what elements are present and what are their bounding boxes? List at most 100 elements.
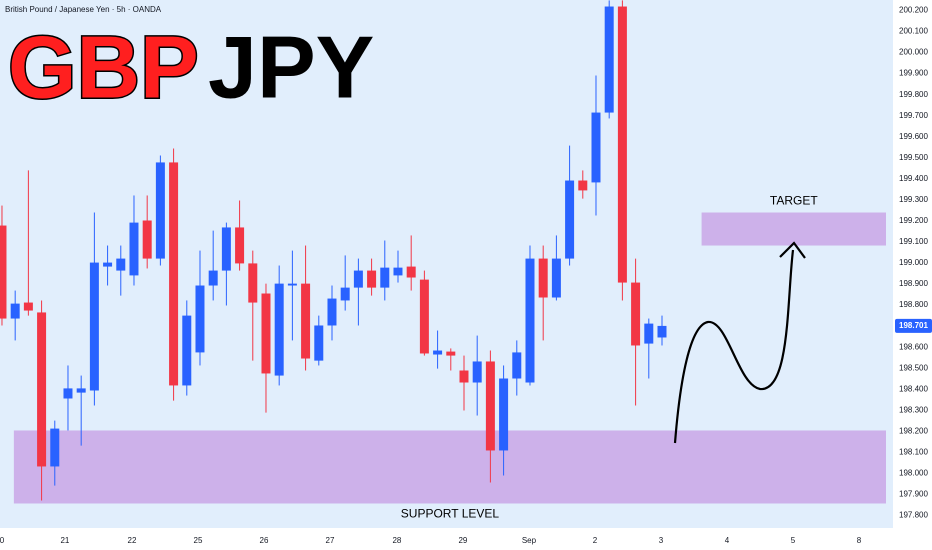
candle-body: [367, 270, 377, 288]
y-tick-label: 199.600: [899, 132, 928, 141]
projection-arrowhead: [779, 241, 806, 259]
candle-body: [631, 282, 641, 346]
candle-body: [340, 287, 350, 301]
candle-body: [657, 325, 667, 338]
candle-body: [182, 315, 192, 386]
y-tick-label: 200.000: [899, 48, 928, 57]
x-tick-label: 27: [326, 536, 335, 545]
x-tick-label: Sep: [522, 536, 537, 545]
x-tick-label: 29: [458, 536, 467, 545]
candle-body: [235, 227, 245, 264]
candle-body: [221, 227, 231, 271]
zone-label: TARGET: [770, 194, 818, 208]
y-tick-label: 199.000: [899, 258, 928, 267]
candle-body: [446, 351, 456, 356]
chart-header: British Pound / Japanese Yen · 5h · OAND…: [5, 5, 162, 14]
axes: 197.800 197.900 198.000 198.100 198.200 198.3…: [0, 6, 932, 545]
candle-body: [50, 428, 60, 467]
candle-body: [433, 350, 443, 355]
y-tick-label: 199.700: [899, 111, 928, 120]
candle-body: [551, 258, 561, 298]
candle-body: [591, 112, 601, 183]
candle-body: [406, 266, 416, 278]
y-tick-label: 199.200: [899, 216, 928, 225]
candle-body: [208, 270, 218, 286]
x-tick-label: 21: [60, 536, 69, 545]
candle-body: [10, 303, 20, 319]
title-part: GBP: [8, 17, 199, 116]
y-tick-label: 198.900: [899, 279, 928, 288]
zones: TARGET SUPPORT LEVEL: [13, 194, 887, 521]
candle-body: [261, 293, 271, 374]
candle-body: [37, 312, 47, 467]
time-axis-background: [0, 528, 893, 550]
x-tick-label: 2: [593, 536, 598, 545]
zone: [13, 430, 887, 504]
price-axis-background: [893, 0, 932, 550]
candle-body: [499, 378, 509, 451]
candle-body: [578, 180, 588, 191]
candle-body: [195, 285, 205, 353]
x-tick-label: 4: [725, 536, 730, 545]
y-tick-label: 198.100: [899, 447, 928, 456]
candle-body: [617, 6, 627, 283]
last-price-label: 198.701: [899, 321, 928, 330]
candle-body: [353, 270, 363, 288]
x-tick-label: 22: [128, 536, 137, 545]
y-tick-label: 197.900: [899, 490, 928, 499]
candle-body: [155, 162, 165, 259]
candle-body: [89, 262, 99, 391]
y-tick-label: 199.900: [899, 69, 928, 78]
candle-body: [565, 180, 575, 259]
candle-body: [644, 323, 654, 344]
projection-curve: [673, 249, 795, 444]
x-tick-label: 26: [260, 536, 269, 545]
y-tick-label: 199.100: [899, 237, 928, 246]
candle-body: [393, 267, 403, 276]
x-tick-label: 3: [659, 536, 664, 545]
candle-body: [485, 361, 495, 451]
candle-body: [472, 361, 482, 383]
title-part: JPY: [208, 17, 374, 116]
y-tick-label: 198.600: [899, 342, 928, 351]
y-tick-label: 198.000: [899, 469, 928, 478]
zone-label: SUPPORT LEVEL: [401, 507, 500, 521]
candle-body: [142, 220, 152, 259]
candle-body: [301, 283, 311, 359]
candle-body: [129, 222, 139, 276]
candle-body: [169, 162, 179, 386]
candle-body: [248, 263, 258, 303]
x-tick-label: 0: [0, 536, 5, 545]
candle-body: [287, 283, 297, 286]
x-tick-label: 28: [392, 536, 401, 545]
candle-body: [604, 6, 614, 113]
x-tick-label: 8: [857, 536, 862, 545]
x-tick-label: 5: [791, 536, 796, 545]
candle-body: [0, 225, 7, 319]
y-tick-label: 198.300: [899, 405, 928, 414]
y-tick-label: 199.300: [899, 195, 928, 204]
y-tick-label: 198.400: [899, 384, 928, 393]
y-tick-label: 199.800: [899, 90, 928, 99]
candle-body: [274, 283, 284, 376]
y-tick-label: 200.100: [899, 27, 928, 36]
candle-body: [512, 352, 522, 379]
y-tick-label: 199.500: [899, 153, 928, 162]
candles: [0, 0, 667, 501]
candle-body: [538, 258, 548, 298]
candle-body: [63, 388, 73, 399]
zone: [701, 212, 887, 246]
candle-body: [525, 258, 535, 383]
y-tick-label: 199.400: [899, 174, 928, 183]
candle-body: [314, 325, 324, 361]
x-tick-label: 25: [194, 536, 203, 545]
y-tick-label: 198.200: [899, 426, 928, 435]
candle-body: [459, 370, 469, 383]
y-tick-label: 198.500: [899, 363, 928, 372]
candle-body: [76, 388, 86, 393]
candle-body: [116, 258, 126, 271]
candle-body: [23, 302, 33, 311]
last-price-box: [895, 318, 932, 333]
